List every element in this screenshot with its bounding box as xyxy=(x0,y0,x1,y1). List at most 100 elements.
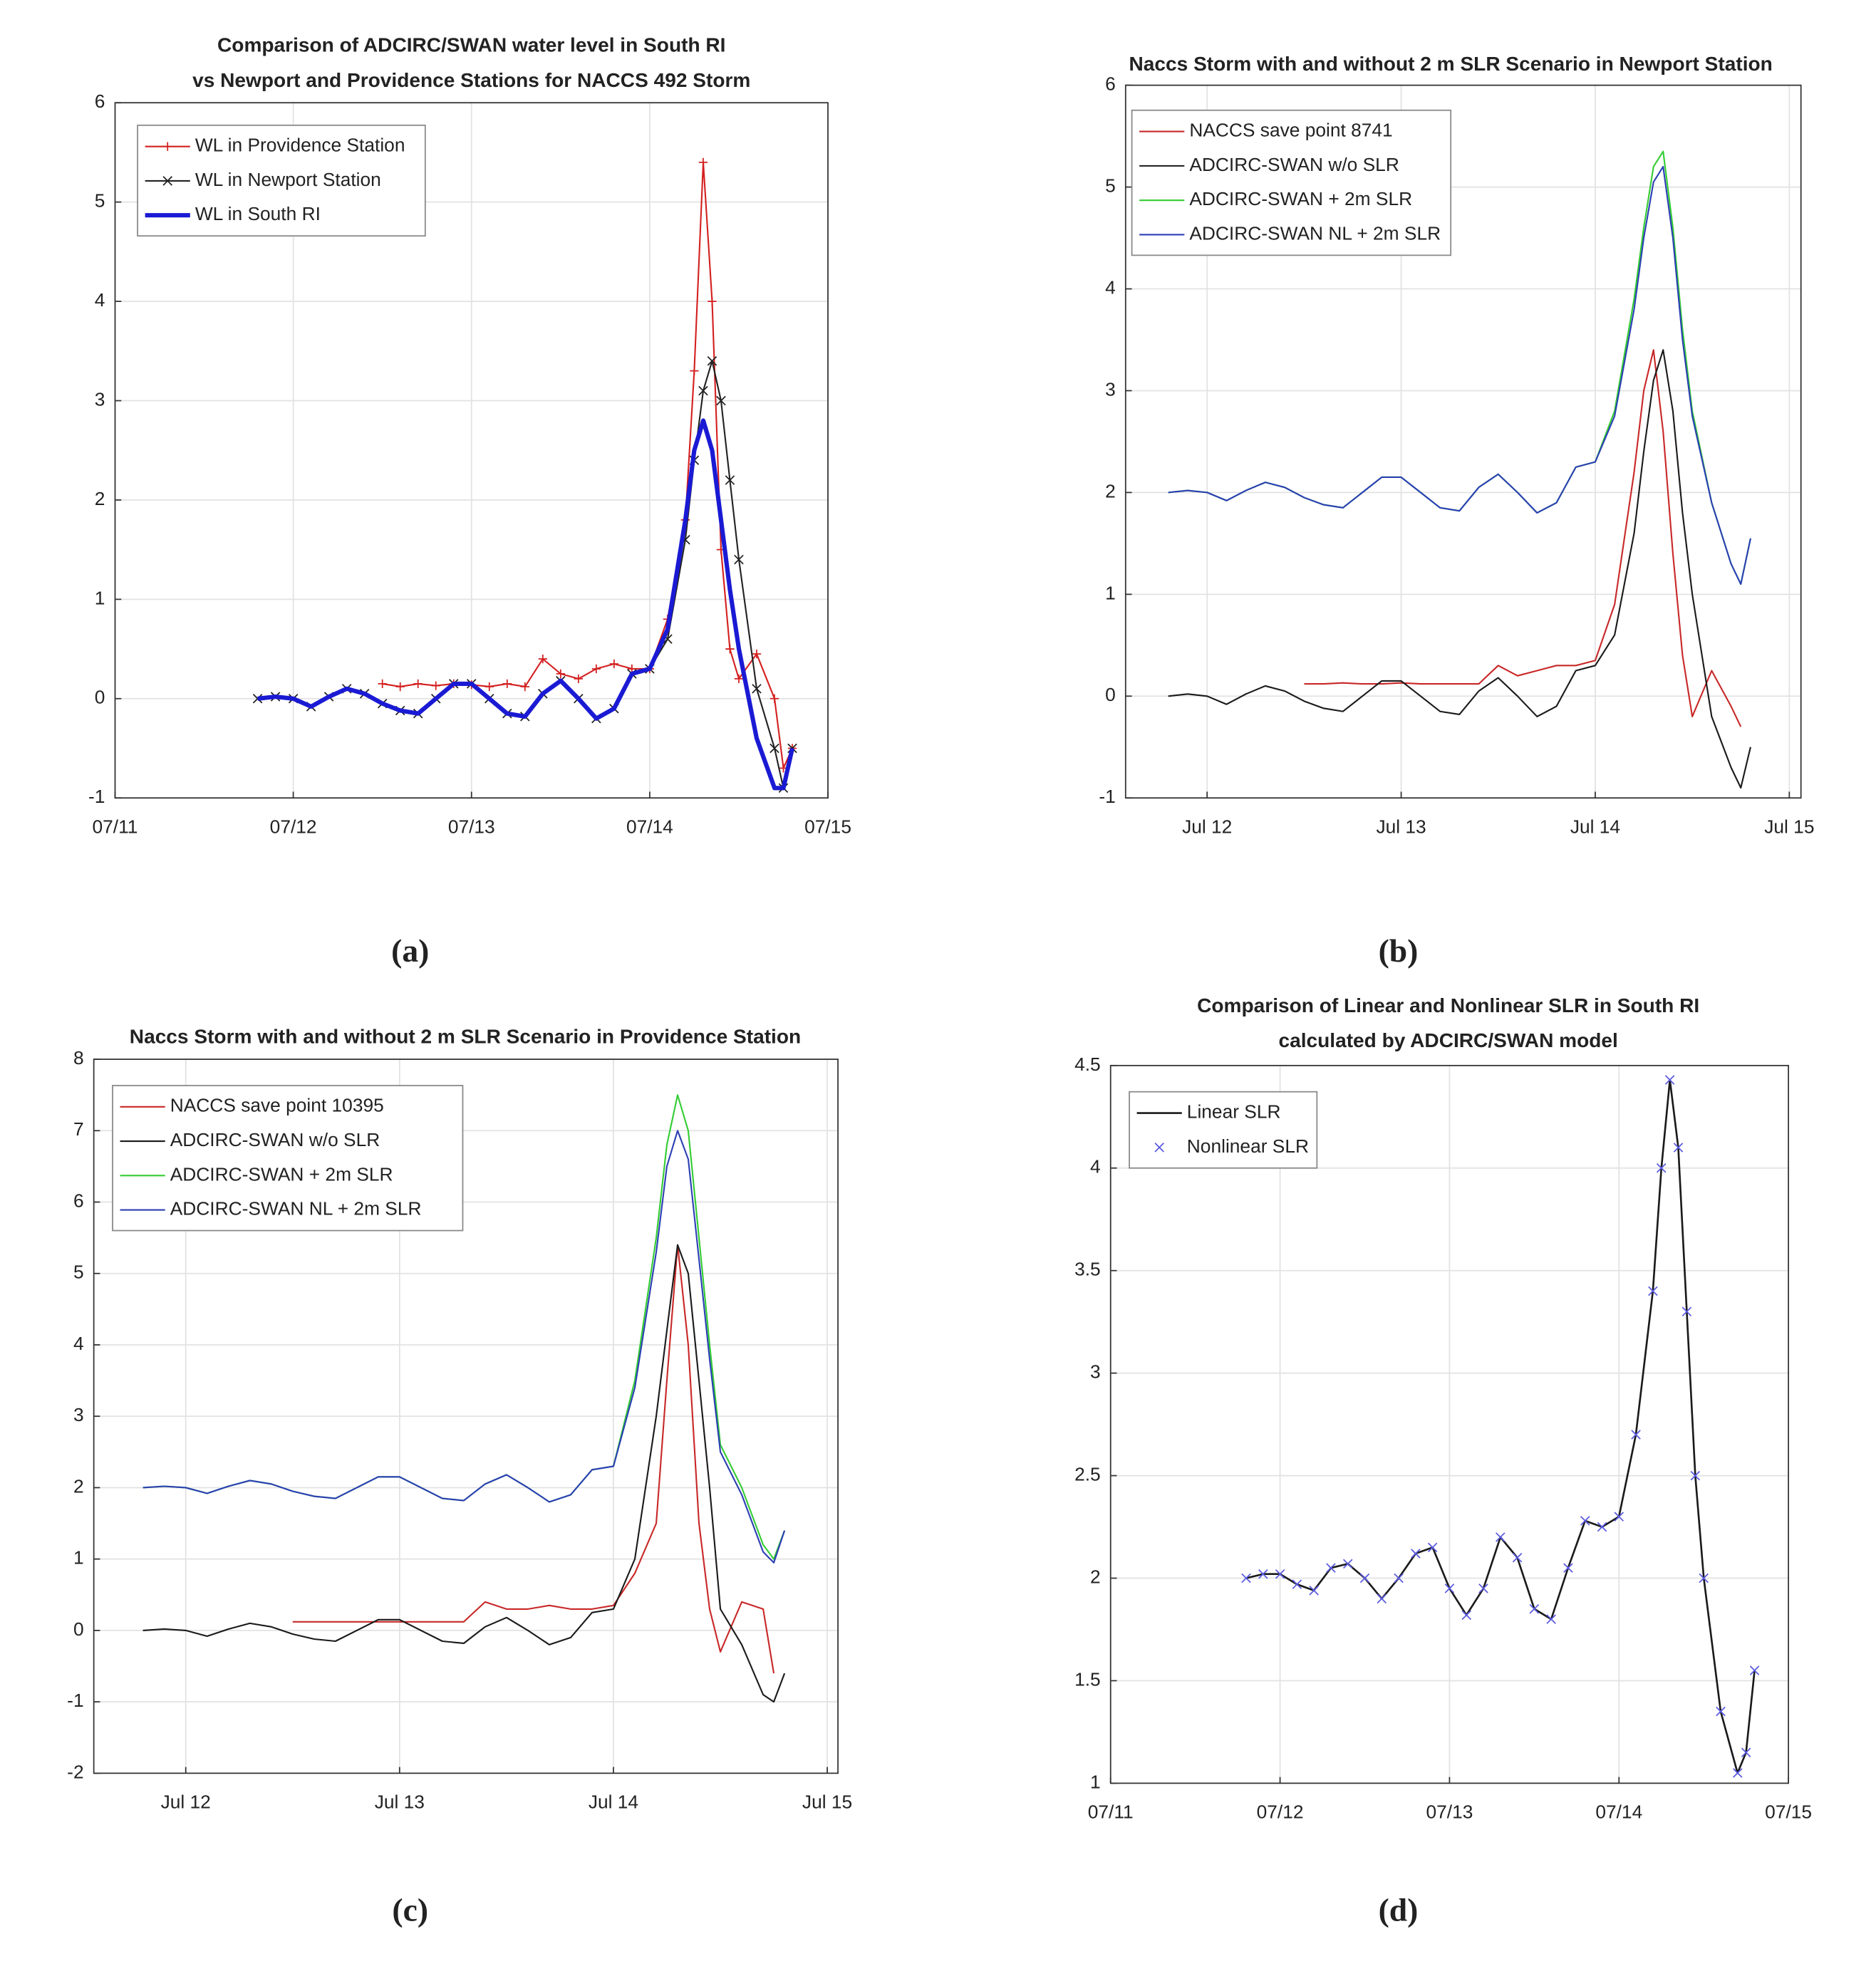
y-tick-label: -1 xyxy=(67,1690,83,1711)
data-marker xyxy=(591,664,601,674)
legend-label: WL in Newport Station xyxy=(195,169,381,190)
data-marker xyxy=(716,395,726,406)
x-tick-label: 07/14 xyxy=(626,816,673,837)
data-marker xyxy=(1394,1573,1404,1583)
x-tick-label: 07/15 xyxy=(804,816,851,837)
x-tick-label: Jul 12 xyxy=(1182,816,1232,837)
y-tick-label: 6 xyxy=(73,1190,84,1211)
series-line xyxy=(1168,165,1751,586)
legend-label: ADCIRC-SWAN NL + 2m SLR xyxy=(1189,222,1441,244)
data-marker xyxy=(1733,1768,1743,1778)
y-tick-label: 6 xyxy=(95,90,105,112)
data-marker xyxy=(708,296,717,306)
data-marker xyxy=(520,682,529,692)
data-marker xyxy=(698,385,708,396)
data-marker xyxy=(1326,1563,1336,1573)
x-tick-label: 07/14 xyxy=(1595,1801,1642,1822)
panel-label: (b) xyxy=(1379,932,1419,969)
y-tick-label: 4 xyxy=(1105,276,1116,298)
data-marker xyxy=(725,644,735,654)
y-tick-label: 3 xyxy=(73,1404,84,1425)
x-tick-label: Jul 15 xyxy=(802,1791,852,1812)
data-marker xyxy=(1656,1163,1667,1173)
data-marker xyxy=(1512,1552,1523,1563)
y-tick-label: 0 xyxy=(73,1618,84,1640)
y-tick-label: -1 xyxy=(1099,786,1115,807)
x-tick-label: Jul 13 xyxy=(375,1791,425,1812)
data-marker xyxy=(1529,1603,1540,1614)
data-marker xyxy=(1427,1542,1438,1553)
y-tick-label: 3 xyxy=(95,388,105,410)
data-marker xyxy=(725,475,735,485)
data-marker xyxy=(707,355,717,366)
data-marker xyxy=(1664,1075,1675,1085)
data-marker xyxy=(787,743,797,754)
y-tick-label: 4 xyxy=(73,1333,84,1354)
data-marker xyxy=(1359,1573,1370,1583)
data-marker xyxy=(769,743,779,754)
y-tick-label: 5 xyxy=(1105,175,1116,197)
data-marker xyxy=(690,366,699,375)
legend-box xyxy=(112,1085,464,1232)
y-tick-label: 5 xyxy=(73,1262,84,1283)
y-tick-label: 2 xyxy=(73,1475,84,1497)
data-marker xyxy=(752,649,762,659)
data-marker xyxy=(484,682,494,692)
data-marker xyxy=(1275,1569,1285,1579)
data-marker xyxy=(734,674,744,684)
legend-marker xyxy=(1154,1143,1164,1153)
series-line xyxy=(257,418,795,791)
y-tick-label: 3 xyxy=(1090,1361,1101,1383)
axes-box xyxy=(1109,1064,1790,1784)
y-tick-label: 2 xyxy=(1090,1566,1101,1587)
axes-box xyxy=(93,1059,839,1774)
data-marker xyxy=(1241,1573,1251,1583)
series-line xyxy=(292,1244,775,1674)
data-marker xyxy=(1673,1143,1684,1153)
legend-label: NACCS save point 10395 xyxy=(170,1095,384,1116)
legend-label: WL in South RI xyxy=(195,203,321,224)
chart-title: Comparison of Linear and Nonlinear SLR i… xyxy=(1197,994,1699,1016)
data-marker xyxy=(538,654,547,664)
chart-title: Comparison of ADCIRC/SWAN water level in… xyxy=(217,34,725,56)
x-tick-label: 07/15 xyxy=(1765,1801,1812,1822)
data-marker xyxy=(395,682,405,692)
x-tick-label: Jul 12 xyxy=(161,1791,211,1812)
y-tick-label: 1 xyxy=(1090,1771,1101,1792)
legend-label: Nonlinear SLR xyxy=(1187,1135,1309,1157)
data-marker xyxy=(698,157,708,167)
data-marker xyxy=(1258,1569,1268,1579)
series-line xyxy=(142,1244,786,1703)
legend-label: WL in Providence Station xyxy=(195,135,405,156)
data-marker xyxy=(1741,1747,1751,1757)
data-marker xyxy=(1563,1563,1573,1573)
y-tick-label: 1 xyxy=(1105,582,1116,603)
y-tick-label: 4 xyxy=(95,289,105,311)
panel-label: (c) xyxy=(392,1891,428,1928)
data-marker xyxy=(1411,1549,1421,1559)
chart-title: vs Newport and Providence Stations for N… xyxy=(192,69,750,91)
axes-box xyxy=(114,102,829,799)
data-marker xyxy=(556,669,565,679)
data-marker xyxy=(1580,1516,1590,1526)
legend-label: ADCIRC-SWAN w/o SLR xyxy=(1189,154,1399,175)
y-tick-label: 3.5 xyxy=(1074,1259,1101,1280)
data-marker xyxy=(1478,1583,1488,1593)
legend-label: ADCIRC-SWAN + 2m SLR xyxy=(170,1163,393,1185)
axes-box xyxy=(1124,84,1802,799)
legend-label: Linear SLR xyxy=(1187,1101,1281,1122)
data-marker xyxy=(1631,1430,1641,1440)
y-tick-label: 2 xyxy=(95,488,105,509)
x-tick-label: Jul 14 xyxy=(589,1791,638,1812)
data-marker xyxy=(431,681,440,690)
legend-label: ADCIRC-SWAN w/o SLR xyxy=(170,1129,380,1150)
data-marker xyxy=(752,684,762,694)
x-tick-label: 07/13 xyxy=(448,816,495,837)
data-marker xyxy=(1690,1470,1701,1481)
data-marker xyxy=(734,554,744,565)
y-tick-label: 3 xyxy=(1105,378,1116,400)
legend-label: NACCS save point 8741 xyxy=(1189,120,1392,141)
data-marker xyxy=(1292,1579,1302,1589)
